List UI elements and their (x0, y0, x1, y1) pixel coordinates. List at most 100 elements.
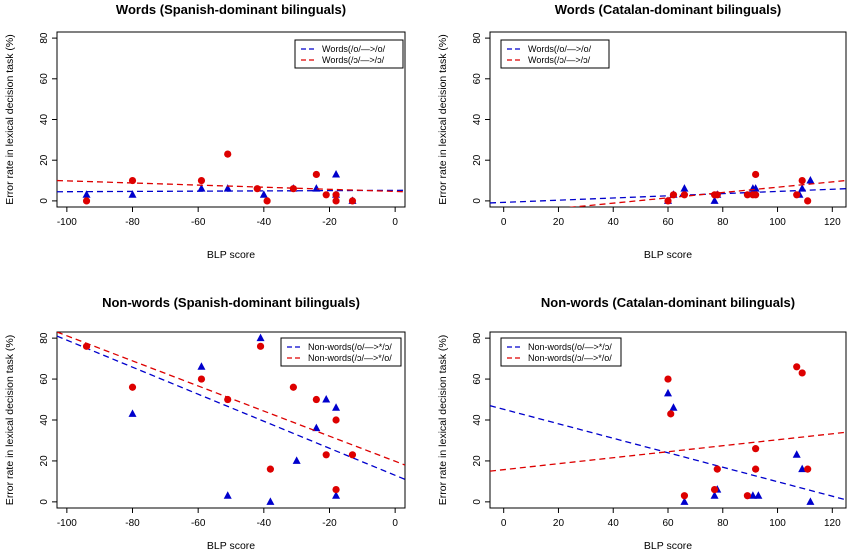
data-point-circle (713, 465, 721, 473)
y-tick-label: 60 (472, 373, 483, 385)
x-tick-label: -100 (57, 217, 77, 228)
x-tick-label: 20 (553, 217, 565, 228)
data-point-triangle (710, 491, 719, 499)
y-tick-label: 20 (472, 455, 483, 467)
data-point-circle (256, 342, 265, 350)
data-point-circle (322, 191, 330, 199)
x-tick-label: -60 (191, 217, 206, 228)
legend-label: Non-words(/o/—>*/ɔ/ (528, 342, 612, 352)
data-point-circle (263, 197, 271, 205)
data-point-circle (312, 395, 320, 404)
data-point-circle (752, 445, 760, 453)
x-tick-label: 120 (824, 518, 841, 529)
data-point-circle (224, 395, 232, 404)
chart-title: Non-words (Spanish-dominant bilinguals) (102, 295, 360, 310)
data-point-circle (793, 363, 801, 371)
y-tick-label: 0 (472, 499, 483, 505)
y-tick-label: 60 (39, 73, 50, 85)
data-point-circle (743, 191, 752, 199)
y-tick-label: 0 (472, 198, 483, 204)
data-point-circle (743, 492, 752, 500)
data-point-triangle (312, 423, 321, 432)
legend-box (294, 39, 404, 69)
x-tick-label: -80 (125, 518, 140, 529)
data-point-circle (289, 185, 297, 193)
legend-label: Non-words(/ɔ/—>*/o/ (308, 353, 392, 363)
chart-panel-3: Non-words (Spanish-dominant bilinguals) -… (4, 295, 406, 552)
data-point-circle (332, 485, 340, 494)
data-point-triangle (82, 190, 91, 198)
x-axis-label: BLP score (644, 249, 692, 261)
y-tick-label: 20 (472, 154, 483, 166)
y-axis-label: Error rate in lexical decision task (%) (437, 34, 449, 204)
y-tick-label: 20 (39, 154, 50, 166)
data-point-triangle (256, 333, 265, 342)
y-axis-label: Error rate in lexical decision task (%) (437, 335, 449, 505)
chart-panel-2: Words (Catalan-dominant bilinguals) 0 20 40… (437, 2, 847, 261)
data-point-triangle (223, 491, 232, 499)
x-tick-label: 100 (769, 217, 786, 228)
x-tick-label: 60 (662, 217, 674, 228)
x-tick-label: 20 (553, 518, 565, 529)
y-tick-label: 60 (472, 73, 483, 85)
data-point-triangle (798, 464, 807, 473)
legend-label: Words(/o/—>/o/ (528, 44, 592, 54)
x-tick-label: -100 (57, 518, 77, 529)
data-point-triangle (292, 456, 301, 464)
data-point-triangle (806, 497, 815, 505)
y-tick-label: 20 (39, 455, 50, 467)
legend-label: Non-words(/o/—>*/ɔ/ (308, 342, 392, 352)
data-point-triangle (680, 184, 689, 192)
x-tick-label: 80 (717, 217, 729, 228)
data-point-circle (752, 170, 760, 179)
x-tick-label: 40 (608, 217, 620, 228)
chart-title: Words (Catalan-dominant bilinguals) (555, 2, 782, 17)
data-point-circle (752, 465, 760, 473)
data-point-triangle (312, 184, 321, 192)
y-tick-label: 40 (472, 414, 483, 426)
y-tick-label: 80 (39, 32, 50, 44)
y-tick-label: 80 (472, 32, 483, 44)
data-point-triangle (798, 184, 807, 192)
data-point-circle (798, 176, 806, 185)
y-tick-label: 40 (39, 414, 50, 426)
legend-box (500, 39, 610, 69)
x-axis-label: BLP score (207, 249, 255, 261)
x-tick-label: 100 (769, 518, 786, 529)
y-tick-label: 40 (39, 114, 50, 126)
regression-line-blue (490, 405, 846, 501)
data-point-triangle (197, 184, 206, 192)
legend-box (280, 337, 402, 367)
legend-label: Non-words(/ɔ/—>*/o/ (528, 353, 612, 363)
data-point-circle (312, 170, 320, 179)
data-point-triangle (748, 491, 757, 499)
y-tick-label: 60 (39, 373, 50, 385)
regression-line-red (57, 332, 405, 466)
data-point-circle (197, 176, 206, 185)
y-axis-label: Error rate in lexical decision task (%) (4, 34, 16, 204)
x-tick-label: 120 (824, 217, 841, 228)
legend-label: Words(/ɔ/—>/ɔ/ (322, 55, 385, 65)
x-tick-label: 0 (392, 217, 398, 228)
data-point-triangle (322, 395, 331, 403)
data-point-circle (332, 416, 340, 424)
data-point-circle (289, 383, 297, 391)
data-point-triangle (128, 190, 137, 198)
y-tick-label: 80 (39, 332, 50, 344)
data-point-circle (322, 451, 330, 459)
data-point-circle (710, 485, 719, 494)
chart-panel-1: Words (Spanish-dominant bilinguals) -100 -… (4, 2, 406, 261)
data-point-triangle (197, 362, 206, 370)
data-point-triangle (792, 450, 801, 458)
data-point-triangle (680, 497, 689, 505)
data-point-triangle (266, 497, 275, 505)
data-point-circle (664, 197, 672, 205)
data-point-circle (266, 465, 274, 473)
data-point-circle (348, 197, 357, 205)
x-axis-label: BLP score (207, 540, 255, 552)
data-point-circle (224, 150, 232, 158)
x-tick-label: 0 (501, 217, 507, 228)
data-point-circle (128, 383, 137, 391)
y-tick-label: 0 (39, 499, 50, 505)
